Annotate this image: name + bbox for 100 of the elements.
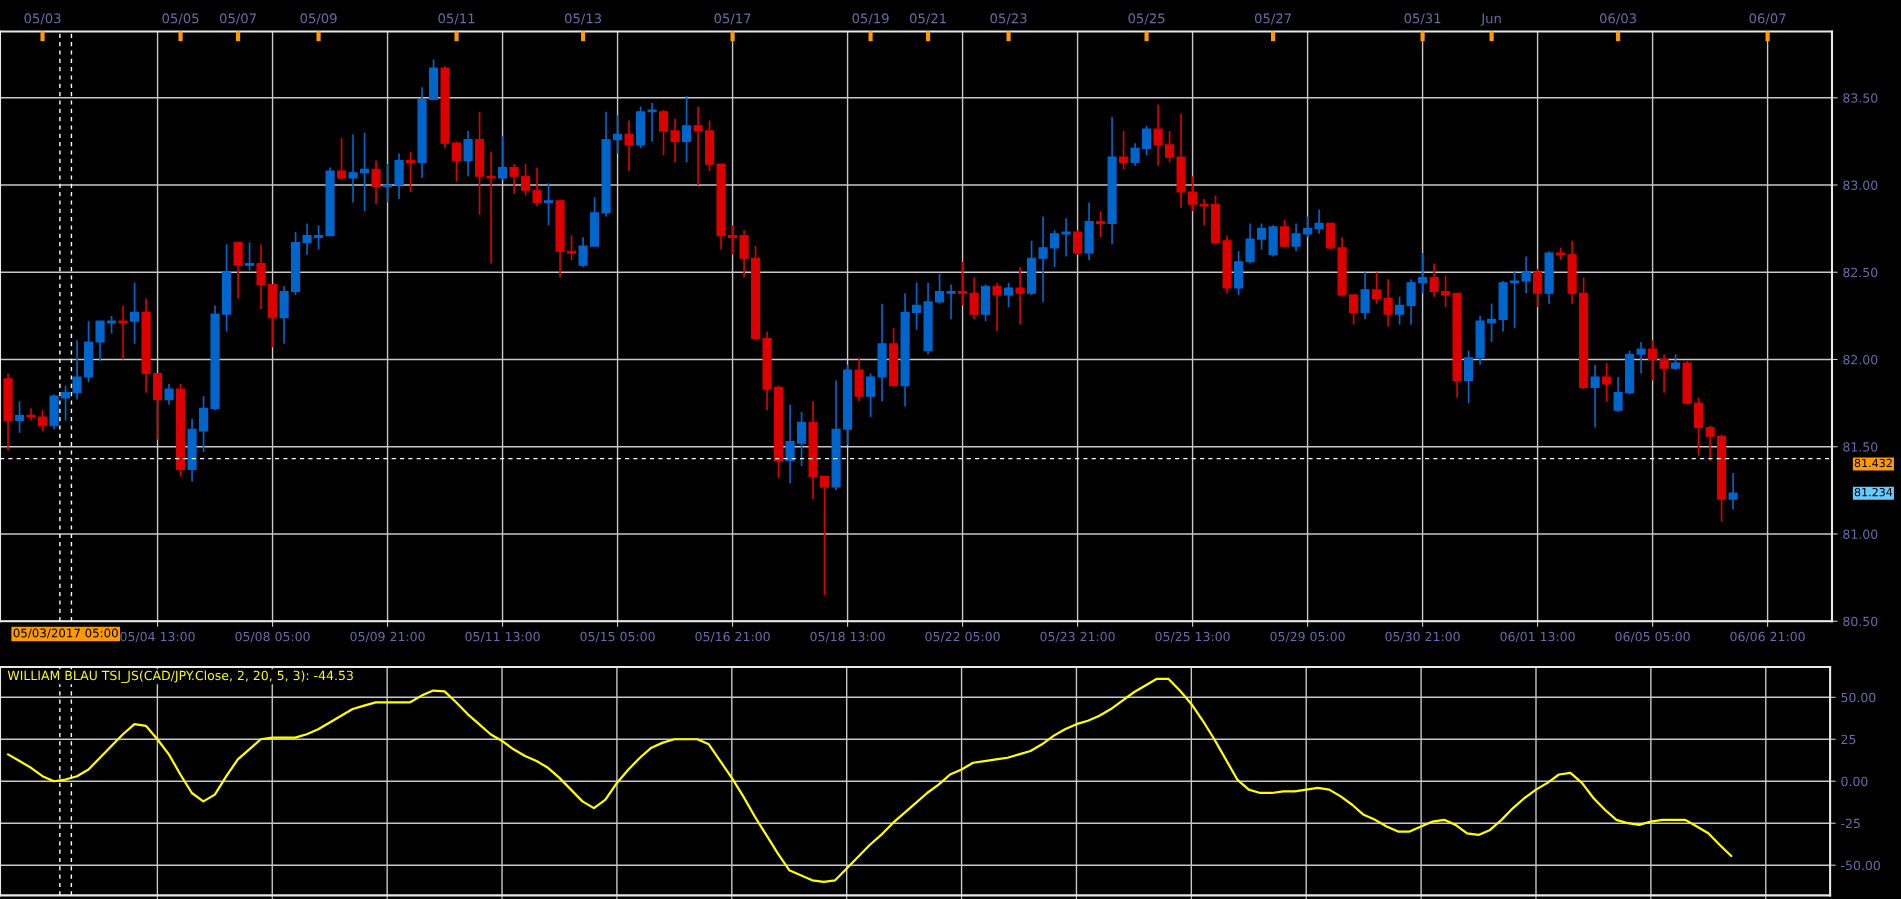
candlestick <box>95 320 105 363</box>
candlestick <box>1049 229 1060 268</box>
candlestick <box>1705 424 1715 462</box>
candlestick <box>60 384 71 422</box>
y-tick-label: -25 <box>1841 818 1860 829</box>
candlestick <box>658 109 669 157</box>
candlestick <box>1464 349 1474 404</box>
category-label: 05/31 <box>1404 13 1441 25</box>
candlestick <box>233 241 243 300</box>
candlestick <box>509 163 519 195</box>
category-label: 05/27 <box>1254 13 1291 25</box>
candlestick <box>1383 278 1393 328</box>
x-tick-label: 05/11 13:00 <box>465 631 540 643</box>
candlestick <box>198 395 209 453</box>
candlestick <box>1280 219 1290 249</box>
candlestick <box>865 372 876 418</box>
category-label: 05/07 <box>219 13 256 25</box>
candlestick <box>1303 215 1313 239</box>
x-tick-label: 05/23 21:00 <box>1040 631 1115 643</box>
category-label: 06/03 <box>1599 13 1637 25</box>
candlestick <box>647 102 657 143</box>
y-tick-label: 81.50 <box>1843 442 1878 452</box>
category-label: 05/05 <box>162 13 199 25</box>
candlestick <box>1406 278 1416 326</box>
candlestick <box>382 163 393 204</box>
candlestick <box>969 276 979 321</box>
candlestick <box>1061 217 1071 258</box>
candlestick <box>118 304 128 361</box>
x-tick-label: 05/22 05:00 <box>925 631 1000 643</box>
candlestick <box>578 236 588 268</box>
candlestick <box>463 130 473 178</box>
candlestick <box>1429 262 1439 298</box>
x-tick-label: 05/09 21:00 <box>350 631 425 643</box>
y-tick-label: 82.50 <box>1843 267 1878 278</box>
candlestick <box>785 404 795 485</box>
candlestick <box>451 140 462 183</box>
candlestick <box>336 137 347 181</box>
candlestick <box>1245 222 1255 265</box>
candlestick <box>129 281 140 345</box>
candlestick <box>1072 229 1083 256</box>
candlestick <box>1349 294 1359 326</box>
candlestick <box>1659 353 1669 394</box>
candlestick <box>670 117 680 164</box>
candlestick <box>1095 210 1106 239</box>
candlestick <box>1003 281 1014 308</box>
y-tick-label: 83.50 <box>1843 93 1878 103</box>
candlestick <box>244 241 255 272</box>
candlestick <box>1015 266 1025 326</box>
candlestick <box>1372 271 1382 305</box>
candlestick <box>1164 130 1175 164</box>
candlestick <box>348 133 358 204</box>
candlestick <box>739 229 749 279</box>
y-tick-label: 82.00 <box>1843 354 1878 365</box>
candlestick <box>727 224 738 256</box>
x-tick-label: 05/15 05:00 <box>580 631 655 643</box>
y-tick-label: 80.50 <box>1843 616 1878 627</box>
candlestick <box>14 400 25 434</box>
y-tick-label: 0.00 <box>1841 776 1868 787</box>
candlestick <box>1648 339 1658 382</box>
candlestick <box>543 182 554 226</box>
candlestick <box>405 151 416 193</box>
candlestick <box>1510 269 1520 329</box>
candlestick <box>681 95 692 164</box>
category-label: 05/19 <box>852 13 889 25</box>
category-label: 05/21 <box>909 13 946 25</box>
candlestick <box>612 114 623 155</box>
y-tick-label: -50.00 <box>1841 860 1880 871</box>
candlestick <box>1187 175 1198 213</box>
candlestick <box>693 105 703 186</box>
candlestick <box>1130 142 1140 167</box>
candlestick <box>1118 130 1129 171</box>
x-tick-label: 06/06 21:00 <box>1730 631 1805 643</box>
x-tick-label: 05/18 13:00 <box>810 631 885 643</box>
x-tick-label: 05/29 05:00 <box>1270 631 1345 643</box>
candlestick <box>819 475 830 596</box>
candlestick <box>1728 472 1738 511</box>
category-label: 05/23 <box>990 13 1027 25</box>
candlestick <box>1257 222 1267 251</box>
candlestick <box>37 409 48 432</box>
text: 81.234 <box>1854 487 1893 497</box>
candlestick <box>486 151 496 265</box>
category-label: 05/03 <box>24 13 61 25</box>
category-label: 05/09 <box>300 13 337 25</box>
candlestick <box>1153 103 1163 167</box>
candlestick <box>371 159 381 206</box>
category-label: 05/13 <box>564 13 602 25</box>
candlestick <box>1038 215 1048 303</box>
x-tick-label: 06/01 13:00 <box>1500 631 1575 643</box>
candlestick <box>1314 208 1324 235</box>
candlestick <box>1613 376 1623 413</box>
candlestick <box>532 166 542 207</box>
candlestick <box>1360 271 1370 321</box>
candlestick <box>1533 267 1543 308</box>
x-tick-label: 05/04 13:00 <box>120 631 195 643</box>
candlestick <box>72 339 82 401</box>
chart-title: WILLIAM BLAU TSI_JS(CAD/JPY.Close, 2, 20, 5, 3): -44.53 <box>7 670 353 683</box>
category-label: 05/11 <box>438 13 475 25</box>
candlestick <box>1141 124 1152 157</box>
candlestick <box>164 383 174 406</box>
candlestick <box>256 243 266 310</box>
